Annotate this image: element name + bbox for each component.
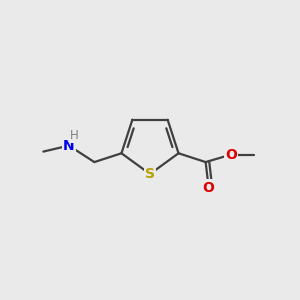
Text: S: S — [145, 167, 155, 181]
Text: H: H — [70, 129, 78, 142]
Text: N: N — [63, 139, 75, 153]
Text: O: O — [203, 181, 214, 195]
Text: O: O — [225, 148, 237, 162]
